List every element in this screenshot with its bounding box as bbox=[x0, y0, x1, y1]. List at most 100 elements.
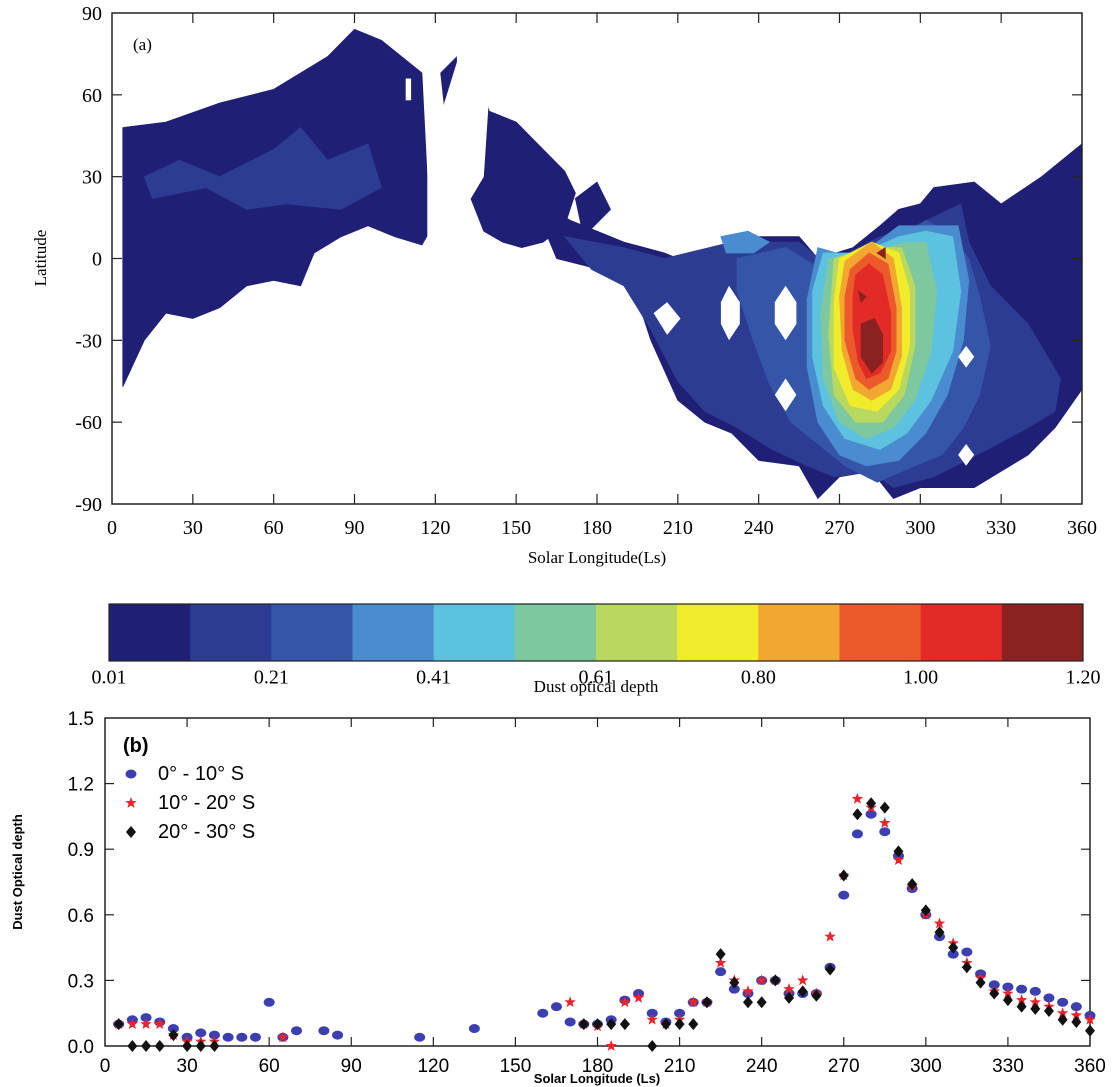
series-20-30s-point bbox=[1071, 1015, 1082, 1028]
series-0-10s-point bbox=[167, 1024, 179, 1034]
series-20-30s-point bbox=[715, 948, 726, 961]
x-tick-label: 240 bbox=[744, 517, 774, 539]
legend-entry-20-30s: 20° - 30° S bbox=[126, 821, 255, 843]
series-20-30s-point bbox=[592, 1018, 603, 1031]
map-gap-6 bbox=[958, 345, 975, 368]
colorbar-cell bbox=[109, 604, 191, 661]
series-10-20s-point bbox=[756, 974, 768, 986]
series-0-10s-point bbox=[468, 1024, 480, 1034]
series-20-30s-point bbox=[674, 1018, 685, 1031]
series-0-10s-point bbox=[879, 827, 891, 837]
x-tick-label: 360 bbox=[1067, 517, 1097, 539]
series-20-30s-point bbox=[948, 941, 959, 954]
dust-region-low-patch bbox=[574, 181, 611, 238]
x-tick-label: 90 bbox=[345, 517, 365, 539]
legend-label: 20° - 30° S bbox=[158, 821, 255, 843]
series-20-30s-point bbox=[961, 961, 972, 974]
x-tick-label: 120 bbox=[420, 517, 450, 539]
colorbar-cell bbox=[190, 604, 272, 661]
series-20-30s-point bbox=[1016, 1000, 1027, 1013]
x-tick-label: 0 bbox=[100, 1056, 111, 1077]
colorbar-frame bbox=[108, 603, 1084, 662]
legend-marker bbox=[125, 769, 137, 779]
series-0-10s-point bbox=[851, 829, 863, 839]
x-tick-label: 300 bbox=[910, 1056, 942, 1077]
panel-b-legend: 0° - 10° S 10° - 20° S 20° - 30° S bbox=[125, 763, 255, 843]
series-0-10s-point bbox=[1070, 1002, 1082, 1012]
series-20-30s-point bbox=[852, 808, 863, 821]
series-20-30s-point bbox=[647, 1040, 658, 1052]
x-tick-label: 60 bbox=[259, 1056, 280, 1077]
series-20-30s-point bbox=[920, 904, 931, 917]
panel-b-frame bbox=[104, 717, 1091, 1047]
x-tick-label: 0 bbox=[107, 517, 117, 539]
series-20-30s-point bbox=[195, 1040, 206, 1052]
colorbar-tick-label: 1.20 bbox=[1066, 667, 1101, 689]
series-0-10s-point bbox=[988, 980, 1000, 990]
series-10-20s-point bbox=[851, 792, 864, 804]
dust-band-12-spot bbox=[857, 290, 868, 303]
series-20-30s-point bbox=[975, 976, 986, 989]
x-tick-label: 210 bbox=[664, 1056, 696, 1077]
series-0-10s-point bbox=[332, 1030, 344, 1040]
colorbar-cell bbox=[920, 604, 1003, 661]
series-20-30s-point bbox=[729, 976, 740, 989]
series-20-30s-point bbox=[1002, 994, 1013, 1007]
dust-contour-map bbox=[122, 13, 1083, 500]
series-20-30s-point bbox=[934, 926, 945, 939]
dust-region-low bbox=[122, 28, 431, 387]
series-20-30s-point bbox=[127, 1040, 138, 1052]
series-10-20s-point bbox=[619, 996, 631, 1008]
series-10-20s-point bbox=[605, 1040, 617, 1051]
series-10-20s-point bbox=[783, 983, 795, 994]
panel-a-dust-map: 0 30 60 90 120 150 180 210 240 270 300 330 360906030… bbox=[31, 3, 1097, 567]
x-tick-label: 60 bbox=[264, 517, 284, 539]
series-20-30s-point bbox=[1057, 1013, 1068, 1026]
y-tick-label: -30 bbox=[75, 330, 102, 352]
series-20-30s-point bbox=[168, 1029, 179, 1042]
series-20-30s-point bbox=[742, 996, 753, 1009]
panel-a-label: (a) bbox=[133, 35, 152, 54]
x-tick-label: 210 bbox=[663, 517, 693, 539]
series-10-20s-point bbox=[126, 1018, 139, 1029]
series-0-10s-point bbox=[195, 1028, 207, 1038]
series-0-10s-point bbox=[1029, 986, 1041, 996]
series-20-30s-point bbox=[907, 878, 918, 891]
series-0-10s-point bbox=[961, 947, 973, 957]
legend-marker bbox=[126, 826, 136, 838]
series-0-10s-point bbox=[236, 1032, 248, 1042]
x-tick-label: 270 bbox=[825, 517, 855, 539]
colorbar-cell bbox=[433, 604, 516, 661]
map-gap-1 bbox=[281, 285, 306, 319]
colorbar-cell bbox=[271, 604, 353, 661]
dust-band-2-north bbox=[143, 127, 382, 210]
x-tick-label: 330 bbox=[986, 517, 1016, 539]
series-20-30s-point bbox=[784, 991, 795, 1004]
series-0-10s-point bbox=[865, 809, 877, 819]
series-0-10s-point bbox=[674, 1008, 686, 1018]
x-tick-label: 180 bbox=[582, 1056, 614, 1077]
series-10-20s-point bbox=[1002, 987, 1014, 999]
map-gap-5 bbox=[774, 378, 797, 412]
series-20-30s-point bbox=[811, 989, 822, 1002]
series-20-30s-point bbox=[578, 1018, 589, 1031]
y-tick-label: 0 bbox=[92, 249, 102, 271]
colorbar-tick-label: 0.41 bbox=[416, 667, 451, 689]
x-tick-label: 120 bbox=[417, 1056, 449, 1077]
series-10-20s-point bbox=[933, 917, 946, 929]
y-tick-label: 1.2 bbox=[68, 775, 94, 796]
colorbar-tick-label: 0.80 bbox=[741, 667, 776, 689]
x-tick-label: 150 bbox=[500, 1056, 532, 1077]
series-0-10s-point bbox=[414, 1032, 426, 1042]
series-0-10s-point bbox=[1043, 993, 1055, 1003]
x-tick-label: 270 bbox=[828, 1056, 860, 1077]
series-10-20s-point bbox=[714, 956, 727, 968]
colorbar-tick-label: 1.00 bbox=[903, 667, 938, 689]
series-0-10s-point bbox=[646, 1008, 658, 1018]
series-10-20s-point bbox=[797, 974, 809, 986]
y-tick-label: 0.9 bbox=[68, 840, 94, 861]
series-20-30s-point bbox=[866, 797, 877, 810]
series-10-20s-point bbox=[1070, 1009, 1082, 1021]
y-tick-label: -60 bbox=[75, 412, 102, 434]
